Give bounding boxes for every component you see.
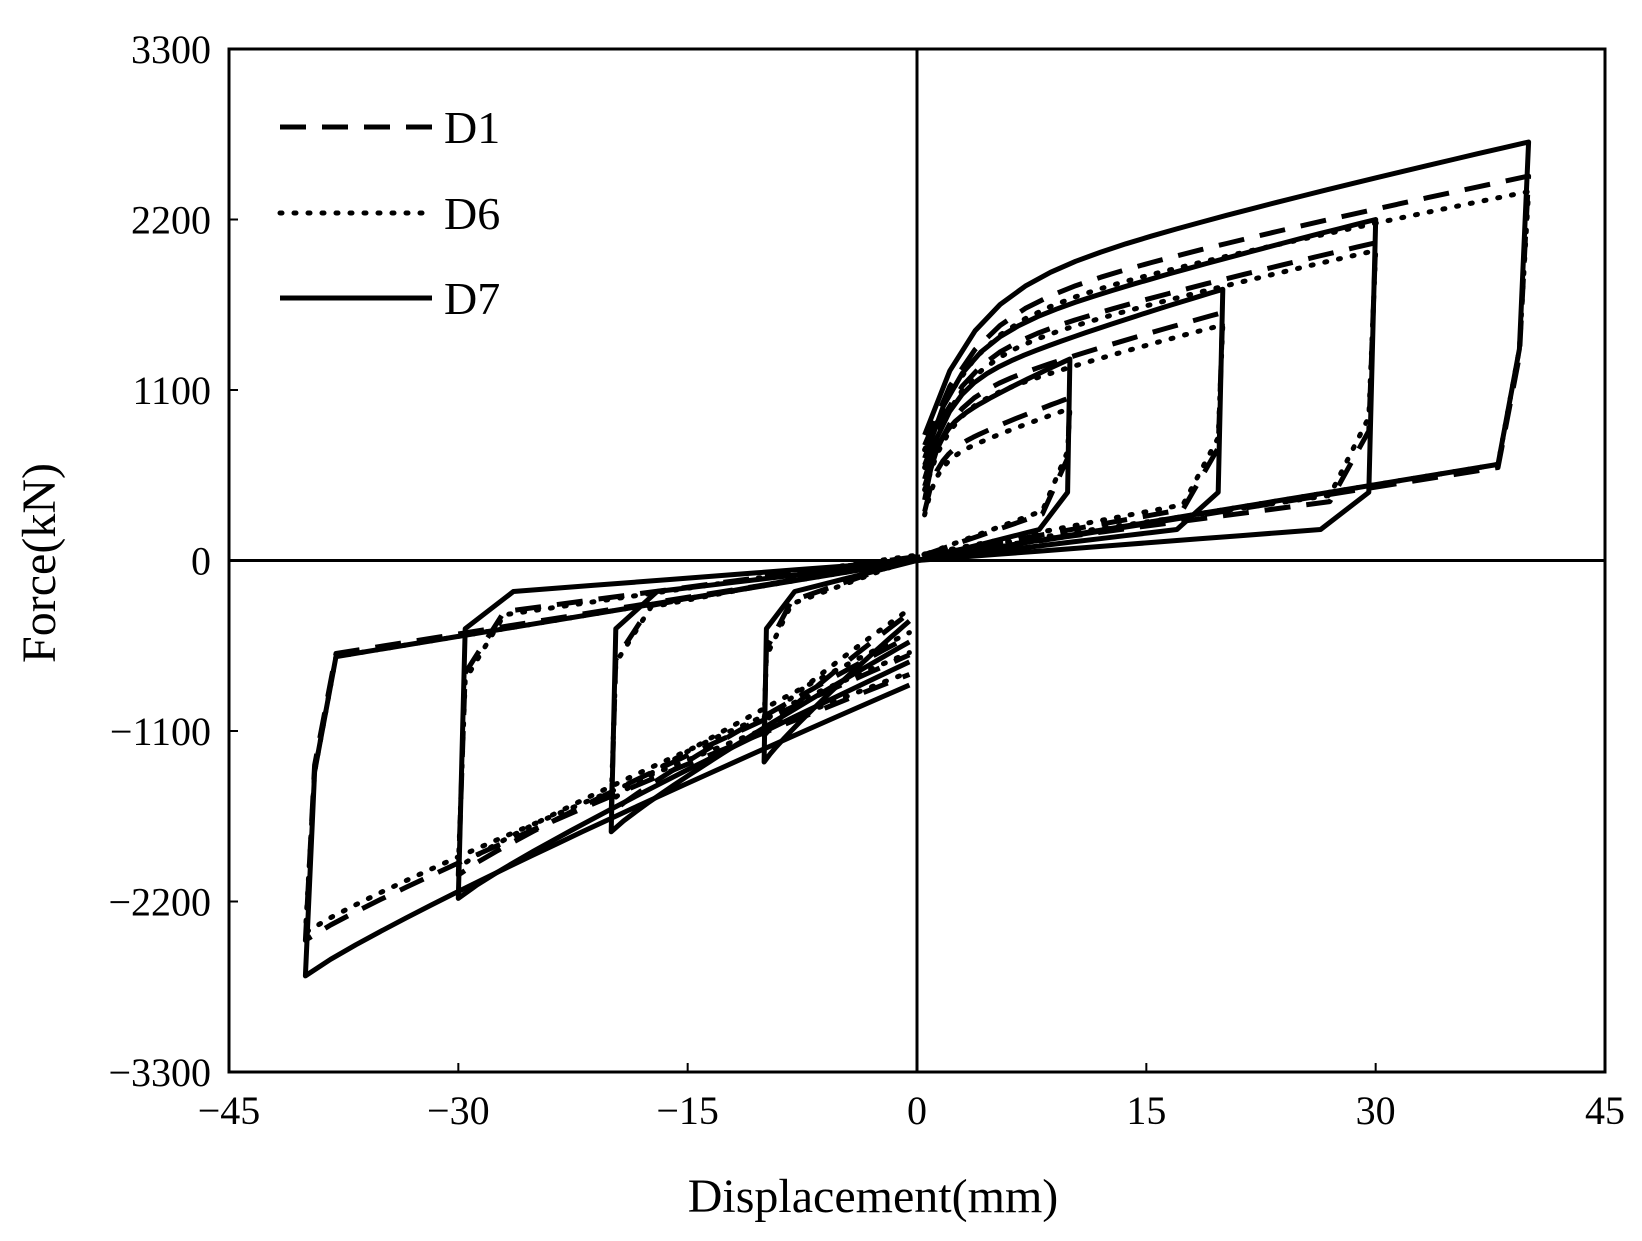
y-tick-label: −2200 — [108, 880, 211, 925]
y-axis-title: Force(kN) — [13, 463, 66, 663]
legend-label-d6: D6 — [444, 188, 500, 239]
y-tick-label: −3300 — [108, 1050, 211, 1095]
plot-frame — [227, 47, 1607, 1074]
series-loop-d6 — [608, 322, 1226, 804]
x-tick-label: −45 — [198, 1088, 261, 1133]
x-axis-title: Displacement(mm) — [688, 1170, 1059, 1223]
series-d7 — [302, 139, 1532, 979]
series-loop-d6 — [455, 248, 1379, 870]
x-tick-labels: −45 −30 −15 0 15 30 45 — [198, 1088, 1625, 1133]
x-tick-label: 30 — [1356, 1088, 1396, 1133]
y-tick-label: 2200 — [131, 198, 211, 243]
legend-label-d7: D7 — [444, 273, 500, 324]
series-loop-d6 — [761, 406, 1073, 726]
x-tick-label: −15 — [656, 1088, 719, 1133]
legend-label-d1: D1 — [444, 102, 500, 153]
y-tick-label: 0 — [191, 539, 211, 584]
series-loop-d7 — [302, 139, 1532, 979]
x-tick-label: 45 — [1585, 1088, 1625, 1133]
x-tick-label: 15 — [1126, 1088, 1166, 1133]
series-loop-d1 — [455, 240, 1379, 878]
y-tick-label: 1100 — [132, 368, 211, 413]
legend: D1 D6 D7 — [277, 102, 500, 324]
y-tick-labels: 3300 2200 1100 0 −1100 −2200 −3300 — [108, 27, 211, 1095]
x-tick-label: 0 — [907, 1088, 927, 1133]
series-layer — [302, 139, 1532, 979]
y-tick-label: 3300 — [131, 27, 211, 72]
x-tick-label: −30 — [427, 1088, 490, 1133]
y-tick-label: −1100 — [110, 709, 211, 754]
